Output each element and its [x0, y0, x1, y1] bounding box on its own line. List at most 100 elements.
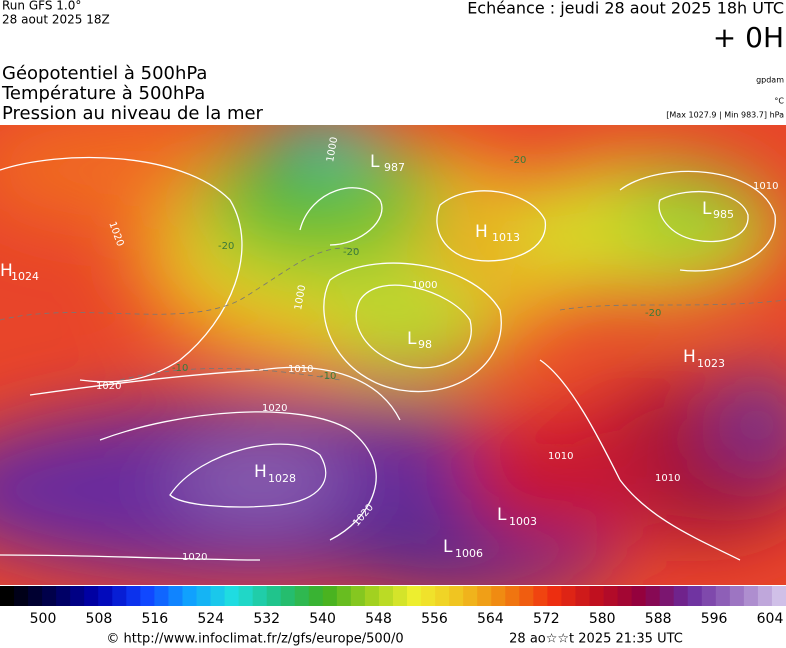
colorbar-swatch	[224, 586, 240, 606]
colorbar-swatch	[196, 586, 212, 606]
title: Géopotentiel à 500hPa	[2, 63, 207, 84]
generated: 28 ao☆☆t 2025 21:35 UTC	[509, 632, 683, 647]
colorbar-swatch	[589, 586, 605, 606]
colorbar-swatch	[421, 586, 436, 606]
colorbar-swatch	[322, 586, 338, 606]
echeance: Echéance : jeudi 28 aout 2025 18h UTC	[467, 0, 784, 18]
colorbar-swatch	[743, 586, 759, 606]
colorbar-label: 516	[141, 611, 168, 627]
temperature-label: -10	[320, 371, 336, 382]
center-kind: L	[702, 199, 712, 219]
colorbar-swatch	[435, 586, 450, 606]
colorbar-swatch	[477, 586, 492, 606]
colorbar-swatch	[701, 586, 717, 606]
center-kind: L	[497, 505, 507, 525]
colorbar-swatch	[126, 586, 141, 606]
colorbar-swatch	[308, 586, 324, 606]
colorbar-swatch	[449, 586, 464, 606]
center-kind: H	[683, 347, 696, 367]
isobar-label: 1000	[293, 284, 308, 311]
colorbar-swatch	[378, 586, 394, 606]
colorbar-swatch	[98, 586, 113, 606]
colorbar-swatch	[631, 586, 647, 606]
colorbar-swatch	[168, 586, 183, 606]
center-value: 1028	[268, 472, 296, 485]
center-kind: L	[370, 152, 380, 172]
center-kind: H	[0, 261, 13, 281]
temperature-label: -20	[218, 241, 234, 252]
temperature-label: -20	[645, 308, 661, 319]
header: Run GFS 1.0° 28 aout 2025 18Z Echéance :…	[1, 0, 784, 124]
isobar-label: 1020	[262, 403, 287, 414]
colorbar-label: 604	[757, 611, 784, 627]
center-kind: H	[254, 462, 267, 482]
colorbar-swatch	[56, 586, 71, 606]
center-value: 1024	[11, 270, 39, 283]
center-kind: H	[475, 222, 488, 242]
colorbar-swatch	[715, 586, 731, 606]
colorbar-swatch	[547, 586, 562, 606]
colorbar-swatch	[14, 586, 29, 606]
offset: + 0H	[713, 21, 784, 54]
colorbar-swatch	[533, 586, 548, 606]
colorbar-swatch	[182, 586, 197, 606]
colorbar-swatch	[0, 586, 15, 606]
colorbar-swatch	[673, 586, 689, 606]
colorbar-swatch	[617, 586, 633, 606]
colorbar-label: 588	[645, 611, 672, 627]
isobar-label: 1020	[182, 552, 207, 563]
colorbar-swatch	[42, 586, 57, 606]
center-kind: L	[407, 329, 417, 349]
colorbar-swatch	[210, 586, 226, 606]
colorbar-swatch	[771, 586, 786, 606]
colorbar-swatch	[393, 586, 408, 606]
run: Run GFS 1.0°	[2, 0, 81, 13]
colorbar-swatch	[505, 586, 520, 606]
center-value: 985	[713, 208, 734, 221]
colorbar-swatch	[364, 586, 380, 606]
center-value: 1013	[492, 231, 520, 244]
temperature-label: -10	[172, 363, 188, 374]
isobar-label: 1010	[655, 473, 680, 484]
colorbar-swatch	[154, 586, 169, 606]
temperature-label: -20	[510, 155, 526, 166]
colorbar-swatch	[645, 586, 661, 606]
colorbar-swatch	[407, 586, 422, 606]
colorbar-label: 540	[309, 611, 336, 627]
colorbar-swatch	[729, 586, 745, 606]
center-kind: L	[443, 537, 453, 557]
colorbar-swatch	[252, 586, 268, 606]
temperature-labels: -20 -20 -10 -10 -20 -20	[172, 155, 661, 382]
unit-geo: gpdam	[756, 76, 784, 85]
colorbar-swatch	[491, 586, 506, 606]
pressure-range: [Max 1027.9 | Min 983.7] hPa	[666, 111, 784, 120]
colorbar-swatch	[294, 586, 310, 606]
colorbar-swatch	[757, 586, 773, 606]
colorbar-swatch	[280, 586, 296, 606]
colorbar-swatch	[561, 586, 576, 606]
colorbar-swatch	[238, 586, 254, 606]
colorbar-swatch	[575, 586, 590, 606]
center-value: 987	[384, 161, 405, 174]
footer: © http://www.infoclimat.fr/z/gfs/europe/…	[106, 632, 682, 647]
center-value: 1003	[509, 515, 537, 528]
unit-temp: °C	[774, 97, 784, 106]
isobar-label: 1010	[753, 181, 778, 192]
center-value: 98	[418, 338, 432, 351]
colorbar-swatch	[687, 586, 703, 606]
colorbar-swatch	[28, 586, 43, 606]
colorbar-label: 532	[253, 611, 280, 627]
colorbar-label: 564	[477, 611, 504, 627]
colorbar-label: 548	[365, 611, 392, 627]
colorbar-swatch	[350, 586, 366, 606]
center-value: 1023	[697, 357, 725, 370]
colorbar-swatch	[140, 586, 155, 606]
colorbar-label: 596	[701, 611, 728, 627]
source: © http://www.infoclimat.fr/z/gfs/europe/…	[106, 632, 403, 647]
isobar-label: 1000	[325, 136, 340, 163]
colorbar-swatch	[659, 586, 675, 606]
title: Température à 500hPa	[1, 83, 205, 104]
colorbar-label: 572	[533, 611, 560, 627]
